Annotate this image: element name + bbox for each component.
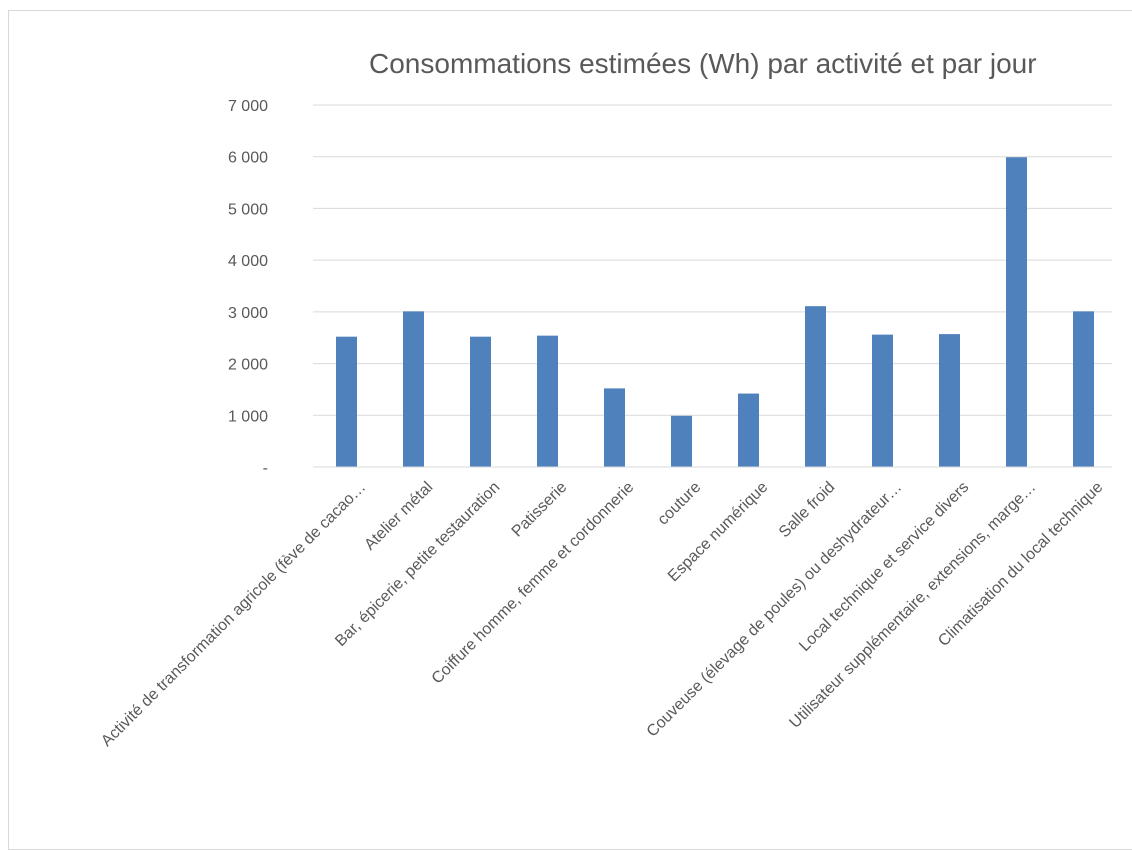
bar — [537, 335, 558, 467]
bars — [336, 157, 1094, 467]
bar — [872, 334, 893, 467]
gridlines — [313, 104, 1112, 416]
bar — [336, 336, 357, 467]
y-tick-label: 1 000 — [228, 408, 268, 425]
chart-title: Consommations estimées (Wh) par activité… — [369, 48, 1037, 79]
bar — [1073, 311, 1094, 467]
x-category-label: Couveuse (élevage de poules) ou deshydra… — [644, 479, 906, 741]
y-tick-label: 3 000 — [228, 305, 268, 322]
x-category-label: Patisserie — [509, 479, 571, 541]
x-category-label: Utilisateur supplémentaire, extensions, … — [786, 479, 1039, 732]
bar — [1006, 157, 1027, 467]
x-category-label: couture — [655, 479, 705, 529]
bar — [403, 311, 424, 467]
bar — [939, 334, 960, 467]
x-axis-category-labels: Activité de transformation agricole (fèv… — [98, 479, 1106, 750]
x-category-label: Atelier métal — [361, 479, 436, 554]
bar — [738, 393, 759, 467]
y-tick-label: 4 000 — [228, 253, 268, 270]
y-tick-label: 2 000 — [228, 357, 268, 374]
y-tick-label: 6 000 — [228, 150, 268, 167]
y-tick-label: 5 000 — [228, 201, 268, 218]
y-tick-label: - — [263, 460, 268, 477]
bar — [604, 388, 625, 467]
bar — [470, 336, 491, 467]
bar — [671, 415, 692, 467]
y-tick-label: 7 000 — [228, 98, 268, 115]
bar — [805, 306, 826, 467]
x-category-label: Activité de transformation agricole (fèv… — [98, 479, 369, 750]
x-category-label: Salle froid — [776, 479, 838, 541]
y-axis-tick-labels: - 1 000 2 000 3 000 4 000 5 000 6 000 7 000 — [228, 98, 268, 477]
